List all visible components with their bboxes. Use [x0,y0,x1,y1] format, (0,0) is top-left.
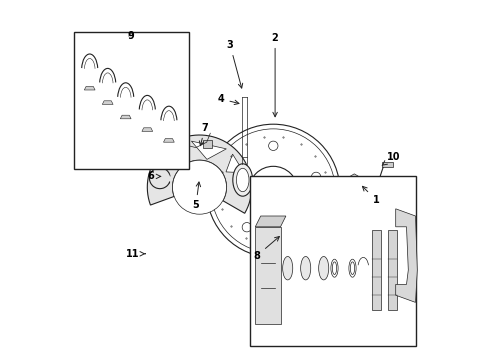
Bar [73,32,188,169]
Polygon shape [347,174,361,190]
Polygon shape [255,227,280,324]
Bar [387,230,397,310]
Text: 3: 3 [226,40,242,88]
Ellipse shape [232,164,252,196]
Ellipse shape [300,256,310,280]
Bar [371,230,381,310]
Bar [249,176,415,346]
Circle shape [225,172,235,181]
Text: 11: 11 [126,249,145,259]
Bar [142,107,151,115]
Circle shape [262,180,284,202]
Bar [148,85,157,95]
Text: 5: 5 [192,182,200,210]
Polygon shape [255,216,285,227]
Polygon shape [191,141,226,159]
Bar [203,140,212,148]
Text: 8: 8 [253,237,279,261]
Text: 10: 10 [381,152,400,166]
Circle shape [172,160,226,214]
Polygon shape [102,101,113,104]
Circle shape [294,222,304,232]
Ellipse shape [318,256,328,280]
Text: 7: 7 [199,123,208,146]
Polygon shape [120,115,131,119]
Polygon shape [84,86,95,90]
Polygon shape [147,135,251,213]
Text: 2: 2 [271,33,278,117]
Text: 6: 6 [147,171,160,181]
Bar [147,63,158,76]
Circle shape [268,141,277,150]
Bar [381,162,392,167]
Polygon shape [225,154,244,173]
Circle shape [350,178,357,185]
Text: 4: 4 [217,94,239,104]
Text: 1: 1 [362,186,379,205]
Text: 9: 9 [127,31,134,41]
Circle shape [242,222,251,232]
Ellipse shape [236,168,248,192]
Circle shape [311,172,320,181]
Ellipse shape [282,256,292,280]
Polygon shape [163,139,174,142]
Polygon shape [395,209,416,302]
Polygon shape [142,128,152,131]
